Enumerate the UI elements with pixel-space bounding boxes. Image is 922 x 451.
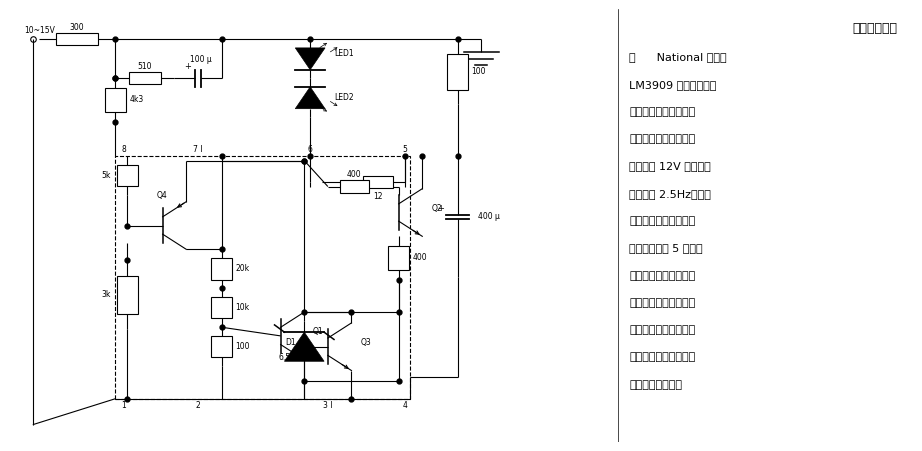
Text: 5k: 5k: [101, 171, 111, 180]
Text: 极管的型号不拘。: 极管的型号不拘。: [629, 380, 682, 390]
Text: 100 μ: 100 μ: [190, 55, 212, 64]
Text: Q1: Q1: [313, 327, 324, 336]
Text: 20k: 20k: [235, 264, 250, 273]
Text: Q4: Q4: [157, 190, 168, 199]
Text: 6.5V: 6.5V: [278, 353, 295, 362]
Text: 红绿灯交替闪: 红绿灯交替闪: [853, 22, 898, 35]
Bar: [211, 336, 232, 358]
Text: 的发光二极管的阳极或: 的发光二极管的阳极或: [629, 216, 695, 226]
Text: 10~15V: 10~15V: [24, 26, 54, 35]
Text: LM3909 连接成弛张振: LM3909 连接成弛张振: [629, 79, 716, 90]
Bar: [388, 246, 409, 270]
Text: 300: 300: [70, 23, 85, 32]
Text: 频率约为 2.5Hz。绿光: 频率约为 2.5Hz。绿光: [629, 189, 711, 199]
Polygon shape: [295, 48, 325, 70]
Bar: [129, 72, 161, 84]
Bar: [211, 258, 232, 280]
Text: 5: 5: [402, 145, 407, 154]
Text: 400 μ: 400 μ: [479, 212, 501, 221]
Text: 7 l: 7 l: [194, 145, 203, 154]
Bar: [211, 297, 232, 318]
Text: 400: 400: [347, 170, 361, 179]
Polygon shape: [284, 332, 325, 361]
Bar: [363, 176, 393, 188]
Bar: [56, 33, 98, 46]
Text: 400: 400: [412, 253, 427, 262]
Text: LED2: LED2: [334, 93, 353, 102]
Text: 这一引脚的脉冲电压较: 这一引脚的脉冲电压较: [629, 325, 695, 335]
Text: 4: 4: [402, 401, 407, 410]
Polygon shape: [295, 87, 325, 109]
Text: 正极必须接第 5 引脚，: 正极必须接第 5 引脚，: [629, 243, 703, 253]
Text: 如图中靠下方的二极管: 如图中靠下方的二极管: [629, 271, 695, 281]
Bar: [117, 165, 137, 186]
Text: 100: 100: [471, 67, 486, 76]
Bar: [447, 54, 468, 90]
Text: 6: 6: [308, 145, 313, 154]
Text: 10k: 10k: [235, 303, 250, 312]
Text: 3k: 3k: [101, 290, 111, 299]
Text: +: +: [184, 62, 192, 71]
Bar: [340, 180, 369, 193]
Text: 510: 510: [137, 62, 152, 71]
Text: 荡器，它使红光绿光两: 荡器，它使红光绿光两: [629, 107, 695, 117]
Text: D1: D1: [285, 338, 295, 347]
Text: 4k3: 4k3: [129, 96, 144, 105]
Text: +: +: [437, 204, 444, 213]
Text: 光      National 公司的: 光 National 公司的: [629, 52, 727, 62]
Text: 12: 12: [373, 192, 383, 201]
Text: 个二极管交替闪光。电: 个二极管交替闪光。电: [629, 134, 695, 144]
Text: 源电压为 12V 时，重复: 源电压为 12V 时，重复: [629, 161, 711, 171]
Text: Q3: Q3: [361, 338, 371, 347]
Text: 1: 1: [122, 401, 126, 410]
Text: Q2: Q2: [431, 204, 442, 213]
Bar: [117, 276, 137, 314]
Text: 的接法一样，这是因为: 的接法一样，这是因为: [629, 298, 695, 308]
Text: 100: 100: [235, 342, 250, 351]
Text: 高、时间较短。发光二: 高、时间较短。发光二: [629, 352, 695, 362]
Text: LED1: LED1: [334, 49, 353, 58]
Text: 2: 2: [195, 401, 200, 410]
Text: 3 l: 3 l: [323, 401, 333, 410]
Text: 8: 8: [122, 145, 126, 154]
Bar: [105, 88, 125, 112]
